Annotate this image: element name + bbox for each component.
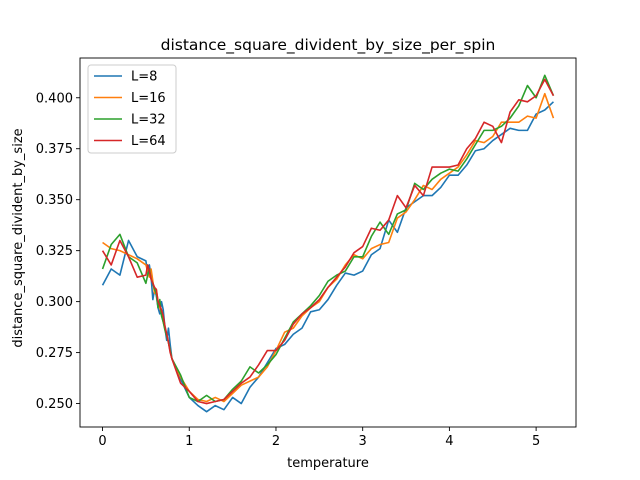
axes-frame: [79, 57, 577, 428]
legend: L=8 L=16 L=32 L=64: [87, 64, 177, 154]
x-tick-label: 4: [445, 434, 453, 449]
series-line-l32: [101, 74, 555, 403]
x-tick-label: 0: [98, 434, 106, 449]
y-tick-label: 0.350: [36, 193, 73, 208]
series-line-l64: [101, 78, 555, 405]
legend-entry-label: L=64: [131, 134, 166, 149]
y-axis-label: distance_square_divident_by_size: [11, 128, 26, 347]
legend-entry-label: L=8: [131, 70, 157, 85]
y-tick-label: 0.325: [36, 244, 73, 259]
y-tick-label: 0.300: [36, 295, 73, 310]
x-tick-label: 2: [272, 434, 280, 449]
legend-box: [87, 64, 177, 154]
y-tick-label: 0.375: [36, 142, 73, 157]
x-tick-label: 1: [185, 434, 193, 449]
x-axis-label: temperature: [287, 456, 369, 471]
legend-entry-label: L=16: [131, 91, 166, 106]
y-tick-label: 0.250: [36, 397, 73, 412]
x-tick-label: 5: [532, 434, 540, 449]
chart-title: distance_square_divident_by_size_per_spi…: [161, 36, 496, 55]
y-tick-label: 0.400: [36, 91, 73, 106]
legend-entry-label: L=32: [131, 113, 166, 128]
y-tick-label: 0.275: [36, 346, 73, 361]
plot-area: 0 1 2 3 4 5 0.250 0.275 0.300 0.325 0.350 0.375 0.40…: [36, 57, 577, 449]
x-tick-label: 3: [359, 434, 367, 449]
